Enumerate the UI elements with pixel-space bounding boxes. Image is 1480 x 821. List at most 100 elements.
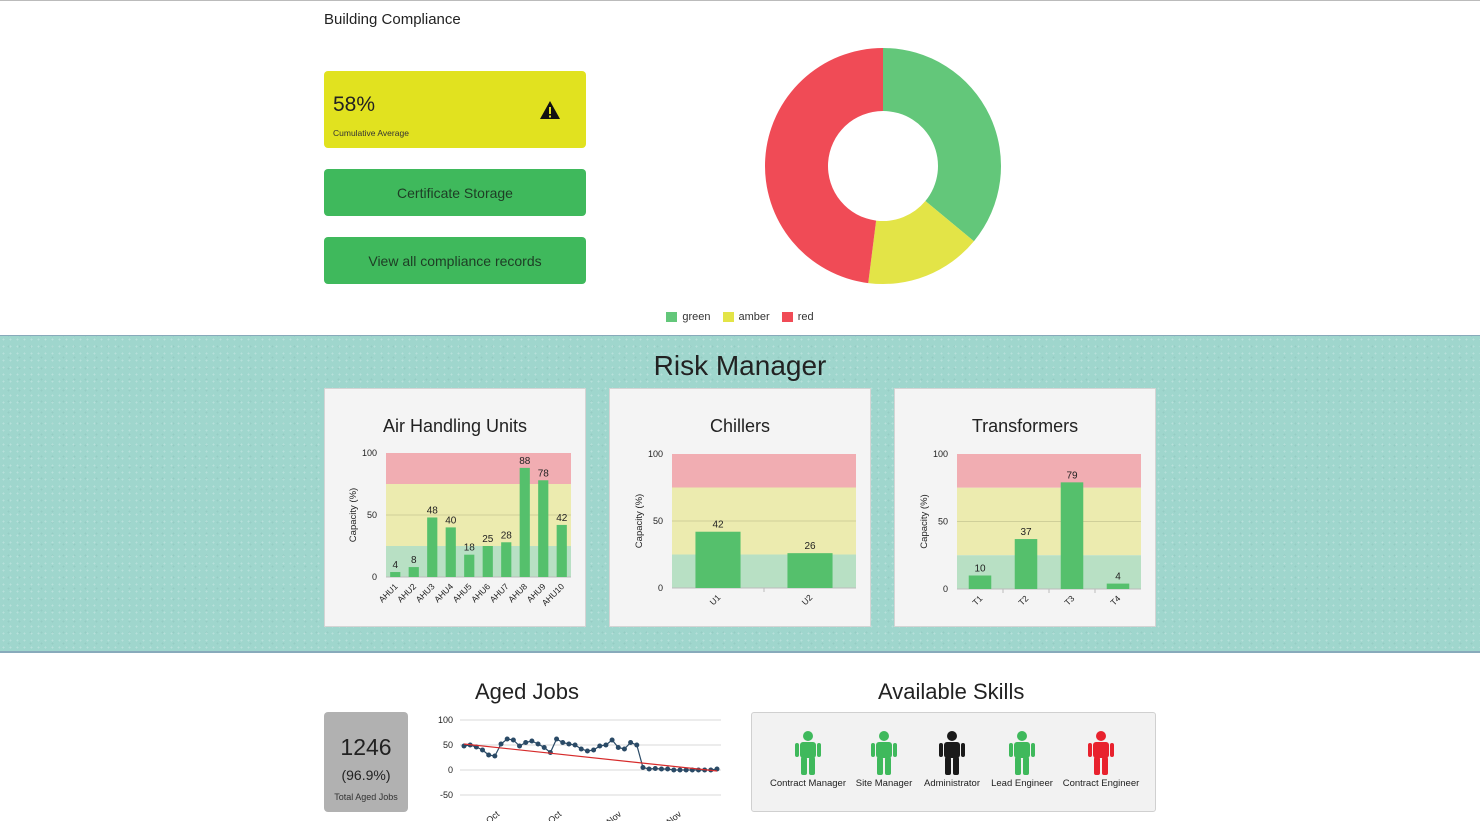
bar-AHU5[interactable] — [464, 554, 475, 577]
bar-AHU1[interactable] — [390, 572, 401, 577]
data-point[interactable] — [683, 767, 689, 773]
view-compliance-records-button[interactable]: View all compliance records — [324, 237, 586, 284]
bar-value-label: 8 — [411, 555, 417, 566]
legend-swatch — [666, 312, 678, 322]
data-point[interactable] — [461, 743, 467, 749]
x-tick-label: U1 — [708, 592, 723, 607]
data-point[interactable] — [523, 740, 529, 745]
kpi-value: 58% — [333, 93, 376, 116]
data-point[interactable] — [560, 740, 566, 745]
bar-AHU2[interactable] — [408, 567, 419, 577]
data-point[interactable] — [510, 737, 516, 743]
data-point[interactable] — [714, 766, 720, 772]
data-point[interactable] — [492, 753, 498, 759]
certificate-storage-button[interactable]: Certificate Storage — [324, 169, 586, 216]
chillers-title: Chillers — [709, 416, 770, 436]
bar-T3[interactable] — [1060, 482, 1084, 589]
compliance-legend: green amber red — [0, 311, 1480, 323]
bar-AHU7[interactable] — [501, 542, 512, 577]
x-tick-label: AHU1 — [377, 581, 400, 604]
legend-item-red[interactable]: red — [781, 311, 814, 323]
bar-value-label: 37 — [1020, 527, 1032, 538]
y-tick-label: 50 — [367, 510, 377, 520]
data-point[interactable] — [578, 746, 584, 752]
bar-AHU8[interactable] — [519, 467, 530, 577]
data-point[interactable] — [671, 767, 677, 773]
person-icon — [1088, 731, 1114, 775]
legend-item-amber[interactable]: amber — [722, 311, 770, 323]
data-point[interactable] — [646, 766, 652, 772]
bar-value-label: 10 — [974, 564, 986, 575]
bar-AHU3[interactable] — [427, 517, 438, 577]
x-tick-label: AHU4 — [432, 581, 455, 604]
donut-slice-red[interactable] — [764, 48, 883, 284]
donut-slice-green[interactable] — [883, 48, 1001, 242]
data-point[interactable] — [628, 740, 634, 745]
data-point[interactable] — [621, 746, 627, 752]
person-icon — [1009, 731, 1035, 775]
data-point[interactable] — [566, 741, 572, 747]
skill-label: Lead Engineer — [991, 778, 1053, 789]
y-tick-label: 50 — [653, 516, 663, 526]
data-point[interactable] — [584, 748, 590, 754]
bar-AHU9[interactable] — [538, 480, 549, 577]
data-point[interactable] — [665, 766, 671, 772]
skill-site-manager[interactable]: Site Manager — [839, 731, 929, 789]
skill-contract-engineer[interactable]: Contract Engineer — [1056, 731, 1146, 789]
skill-lead-engineer[interactable]: Lead Engineer — [977, 731, 1067, 789]
x-tick-label: 30. Nov — [593, 809, 624, 821]
data-point[interactable] — [504, 736, 510, 742]
kpi-label: Cumulative Average — [333, 128, 409, 138]
data-point[interactable] — [517, 743, 523, 749]
data-point[interactable] — [658, 766, 664, 772]
legend-label: amber — [738, 311, 770, 323]
data-point[interactable] — [597, 743, 603, 749]
x-tick-label: AHU6 — [469, 581, 492, 604]
data-point[interactable] — [535, 741, 541, 747]
data-point[interactable] — [609, 737, 615, 743]
data-point[interactable] — [572, 742, 578, 748]
skill-contract-manager[interactable]: Contract Manager — [763, 731, 853, 789]
legend-item-green[interactable]: green — [666, 311, 711, 323]
data-point[interactable] — [591, 747, 597, 753]
available-skills-panel: Contract Manager Site Manager Administrato… — [751, 712, 1156, 812]
data-point[interactable] — [634, 742, 640, 748]
bar-value-label: 88 — [519, 456, 531, 467]
data-point[interactable] — [677, 767, 683, 773]
data-point[interactable] — [498, 741, 504, 747]
skill-administrator[interactable]: Administrator — [907, 731, 997, 789]
data-point[interactable] — [480, 747, 486, 753]
data-point[interactable] — [486, 752, 492, 758]
trend-line — [463, 743, 718, 772]
x-tick-label: AHU2 — [395, 581, 418, 604]
transformers-bar-chart: 0 50 100 Capacity (%) 10 T1 37 T2 79 T3 4 T4 — [919, 449, 1141, 607]
x-tick-label: T1 — [970, 593, 984, 607]
data-point[interactable] — [615, 745, 621, 750]
red-zone — [672, 454, 856, 488]
data-point[interactable] — [652, 766, 658, 771]
compliance-donut-chart — [764, 48, 1001, 284]
data-point[interactable] — [529, 738, 535, 744]
data-point[interactable] — [603, 742, 609, 748]
bar-T2[interactable] — [1014, 539, 1038, 589]
data-point[interactable] — [554, 736, 560, 742]
donut-slice-amber[interactable] — [868, 201, 974, 284]
bar-U2[interactable] — [787, 553, 833, 588]
y-tick-label: 100 — [933, 449, 948, 459]
bar-T1[interactable] — [968, 575, 992, 590]
bar-T4[interactable] — [1106, 583, 1130, 589]
y-tick-label: 50 — [938, 517, 948, 527]
bar-AHU6[interactable] — [482, 546, 493, 577]
y-axis-label: Capacity (%) — [348, 488, 359, 542]
bar-AHU4[interactable] — [445, 527, 456, 577]
ahu-bar-chart: 0 50 100 Capacity (%) 4 AHU1 8 AHU2 48 AHU3 40 AHU4… — [348, 448, 571, 608]
x-tick-label: 26. Oct — [535, 809, 564, 821]
data-point[interactable] — [640, 765, 646, 770]
risk-manager-title: Risk Manager — [653, 350, 827, 381]
bar-AHU10[interactable] — [556, 524, 567, 577]
data-point[interactable] — [541, 745, 547, 750]
bar-U1[interactable] — [695, 531, 741, 588]
ahu-card: Air Handling Units 0 50 100 Capacity (%) 4 AH… — [324, 388, 586, 627]
person-icon — [871, 731, 897, 775]
transformers-card: Transformers 0 50 100 Capacity (%) 10 T1 37 T2 7… — [894, 388, 1156, 627]
